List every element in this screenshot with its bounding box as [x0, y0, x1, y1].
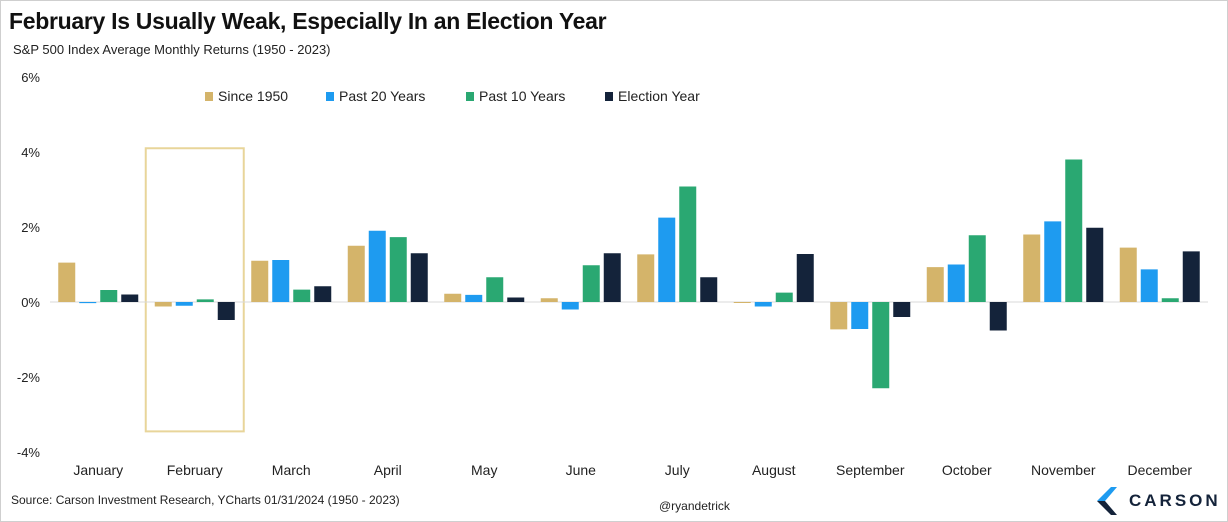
- bar-february-since-1950: [154, 302, 172, 307]
- carson-logo-icon: [1097, 487, 1117, 515]
- bar-august-past-20-years: [754, 302, 772, 307]
- chart-subtitle: S&P 500 Index Average Monthly Returns (1…: [13, 42, 331, 57]
- bar-august-past-10-years: [775, 292, 793, 302]
- bar-july-past-20-years: [658, 217, 676, 302]
- bar-april-since-1950: [347, 245, 365, 302]
- bar-february-past-10-years: [196, 299, 214, 302]
- legend-label: Past 20 Years: [339, 88, 425, 104]
- bar-december-past-20-years: [1140, 269, 1158, 302]
- x-tick-label: July: [665, 462, 690, 478]
- legend-swatch-past-20-years: [326, 92, 334, 101]
- bar-november-since-1950: [1023, 234, 1041, 302]
- bar-april-past-20-years: [368, 230, 386, 302]
- x-tick-label: June: [566, 462, 597, 478]
- bar-may-past-10-years: [486, 277, 504, 302]
- legend-label: Election Year: [618, 88, 700, 104]
- bar-september-election-year: [893, 302, 911, 317]
- legend-swatch-election-year: [605, 92, 613, 101]
- x-tick-label: November: [1031, 462, 1096, 478]
- bar-october-past-10-years: [968, 235, 986, 302]
- bar-december-past-10-years: [1161, 298, 1179, 302]
- x-tick-label: January: [73, 462, 123, 478]
- x-tick-label: August: [752, 462, 796, 478]
- legend-swatch-past-10-years: [466, 92, 474, 101]
- bar-july-election-year: [700, 277, 718, 302]
- legend-label: Past 10 Years: [479, 88, 565, 104]
- x-tick-label: May: [471, 462, 497, 478]
- bar-may-election-year: [507, 297, 525, 302]
- bar-july-past-10-years: [679, 186, 697, 302]
- author-handle: @ryandetrick: [659, 499, 730, 513]
- x-tick-label: February: [167, 462, 223, 478]
- y-tick-label: -4%: [17, 445, 41, 460]
- bar-june-election-year: [603, 253, 621, 302]
- bar-february-election-year: [217, 302, 235, 320]
- bar-march-past-10-years: [293, 289, 311, 302]
- bar-march-past-20-years: [272, 260, 290, 302]
- bar-july-since-1950: [637, 254, 655, 302]
- bar-september-past-10-years: [872, 302, 890, 389]
- bar-december-since-1950: [1119, 247, 1137, 302]
- legend-swatch-since-1950: [205, 92, 213, 101]
- bar-may-past-20-years: [465, 294, 483, 302]
- y-tick-label: 0%: [21, 295, 40, 310]
- bar-june-past-20-years: [561, 302, 579, 310]
- x-tick-label: December: [1127, 462, 1192, 478]
- y-tick-label: 6%: [21, 70, 40, 85]
- bar-january-past-10-years: [100, 290, 118, 302]
- chart-title: February Is Usually Weak, Especially In …: [9, 8, 607, 34]
- bar-june-past-10-years: [582, 265, 600, 302]
- bar-september-past-20-years: [851, 302, 869, 329]
- bar-august-since-1950: [733, 302, 751, 303]
- bar-february-past-20-years: [175, 302, 193, 306]
- carson-logo-text: CARSON: [1129, 491, 1221, 510]
- y-tick-label: 4%: [21, 145, 40, 160]
- bar-january-election-year: [121, 294, 139, 302]
- x-tick-label: September: [836, 462, 905, 478]
- highlight-box-february: [144, 147, 245, 433]
- bar-december-election-year: [1182, 251, 1200, 302]
- bar-march-election-year: [314, 286, 332, 302]
- bar-october-since-1950: [926, 267, 944, 302]
- bar-august-election-year: [796, 254, 814, 302]
- bar-june-since-1950: [540, 298, 558, 302]
- bar-may-since-1950: [444, 293, 462, 302]
- bar-october-past-20-years: [947, 264, 965, 302]
- x-tick-label: April: [374, 462, 402, 478]
- bar-march-since-1950: [251, 260, 269, 302]
- carson-logo: CARSON: [1095, 485, 1225, 517]
- bar-november-past-20-years: [1044, 221, 1062, 302]
- bar-april-past-10-years: [389, 237, 407, 302]
- bar-october-election-year: [989, 302, 1007, 331]
- y-tick-label: -2%: [17, 370, 41, 385]
- bar-april-election-year: [410, 253, 428, 302]
- y-tick-label: 2%: [21, 220, 40, 235]
- x-tick-label: March: [272, 462, 311, 478]
- bar-january-since-1950: [58, 262, 76, 302]
- bar-january-past-20-years: [79, 302, 97, 304]
- bar-november-past-10-years: [1065, 159, 1083, 302]
- bar-september-since-1950: [830, 302, 848, 330]
- legend-label: Since 1950: [218, 88, 288, 104]
- source-note: Source: Carson Investment Research, YCha…: [11, 493, 400, 507]
- bar-november-election-year: [1086, 227, 1104, 302]
- x-tick-label: October: [942, 462, 992, 478]
